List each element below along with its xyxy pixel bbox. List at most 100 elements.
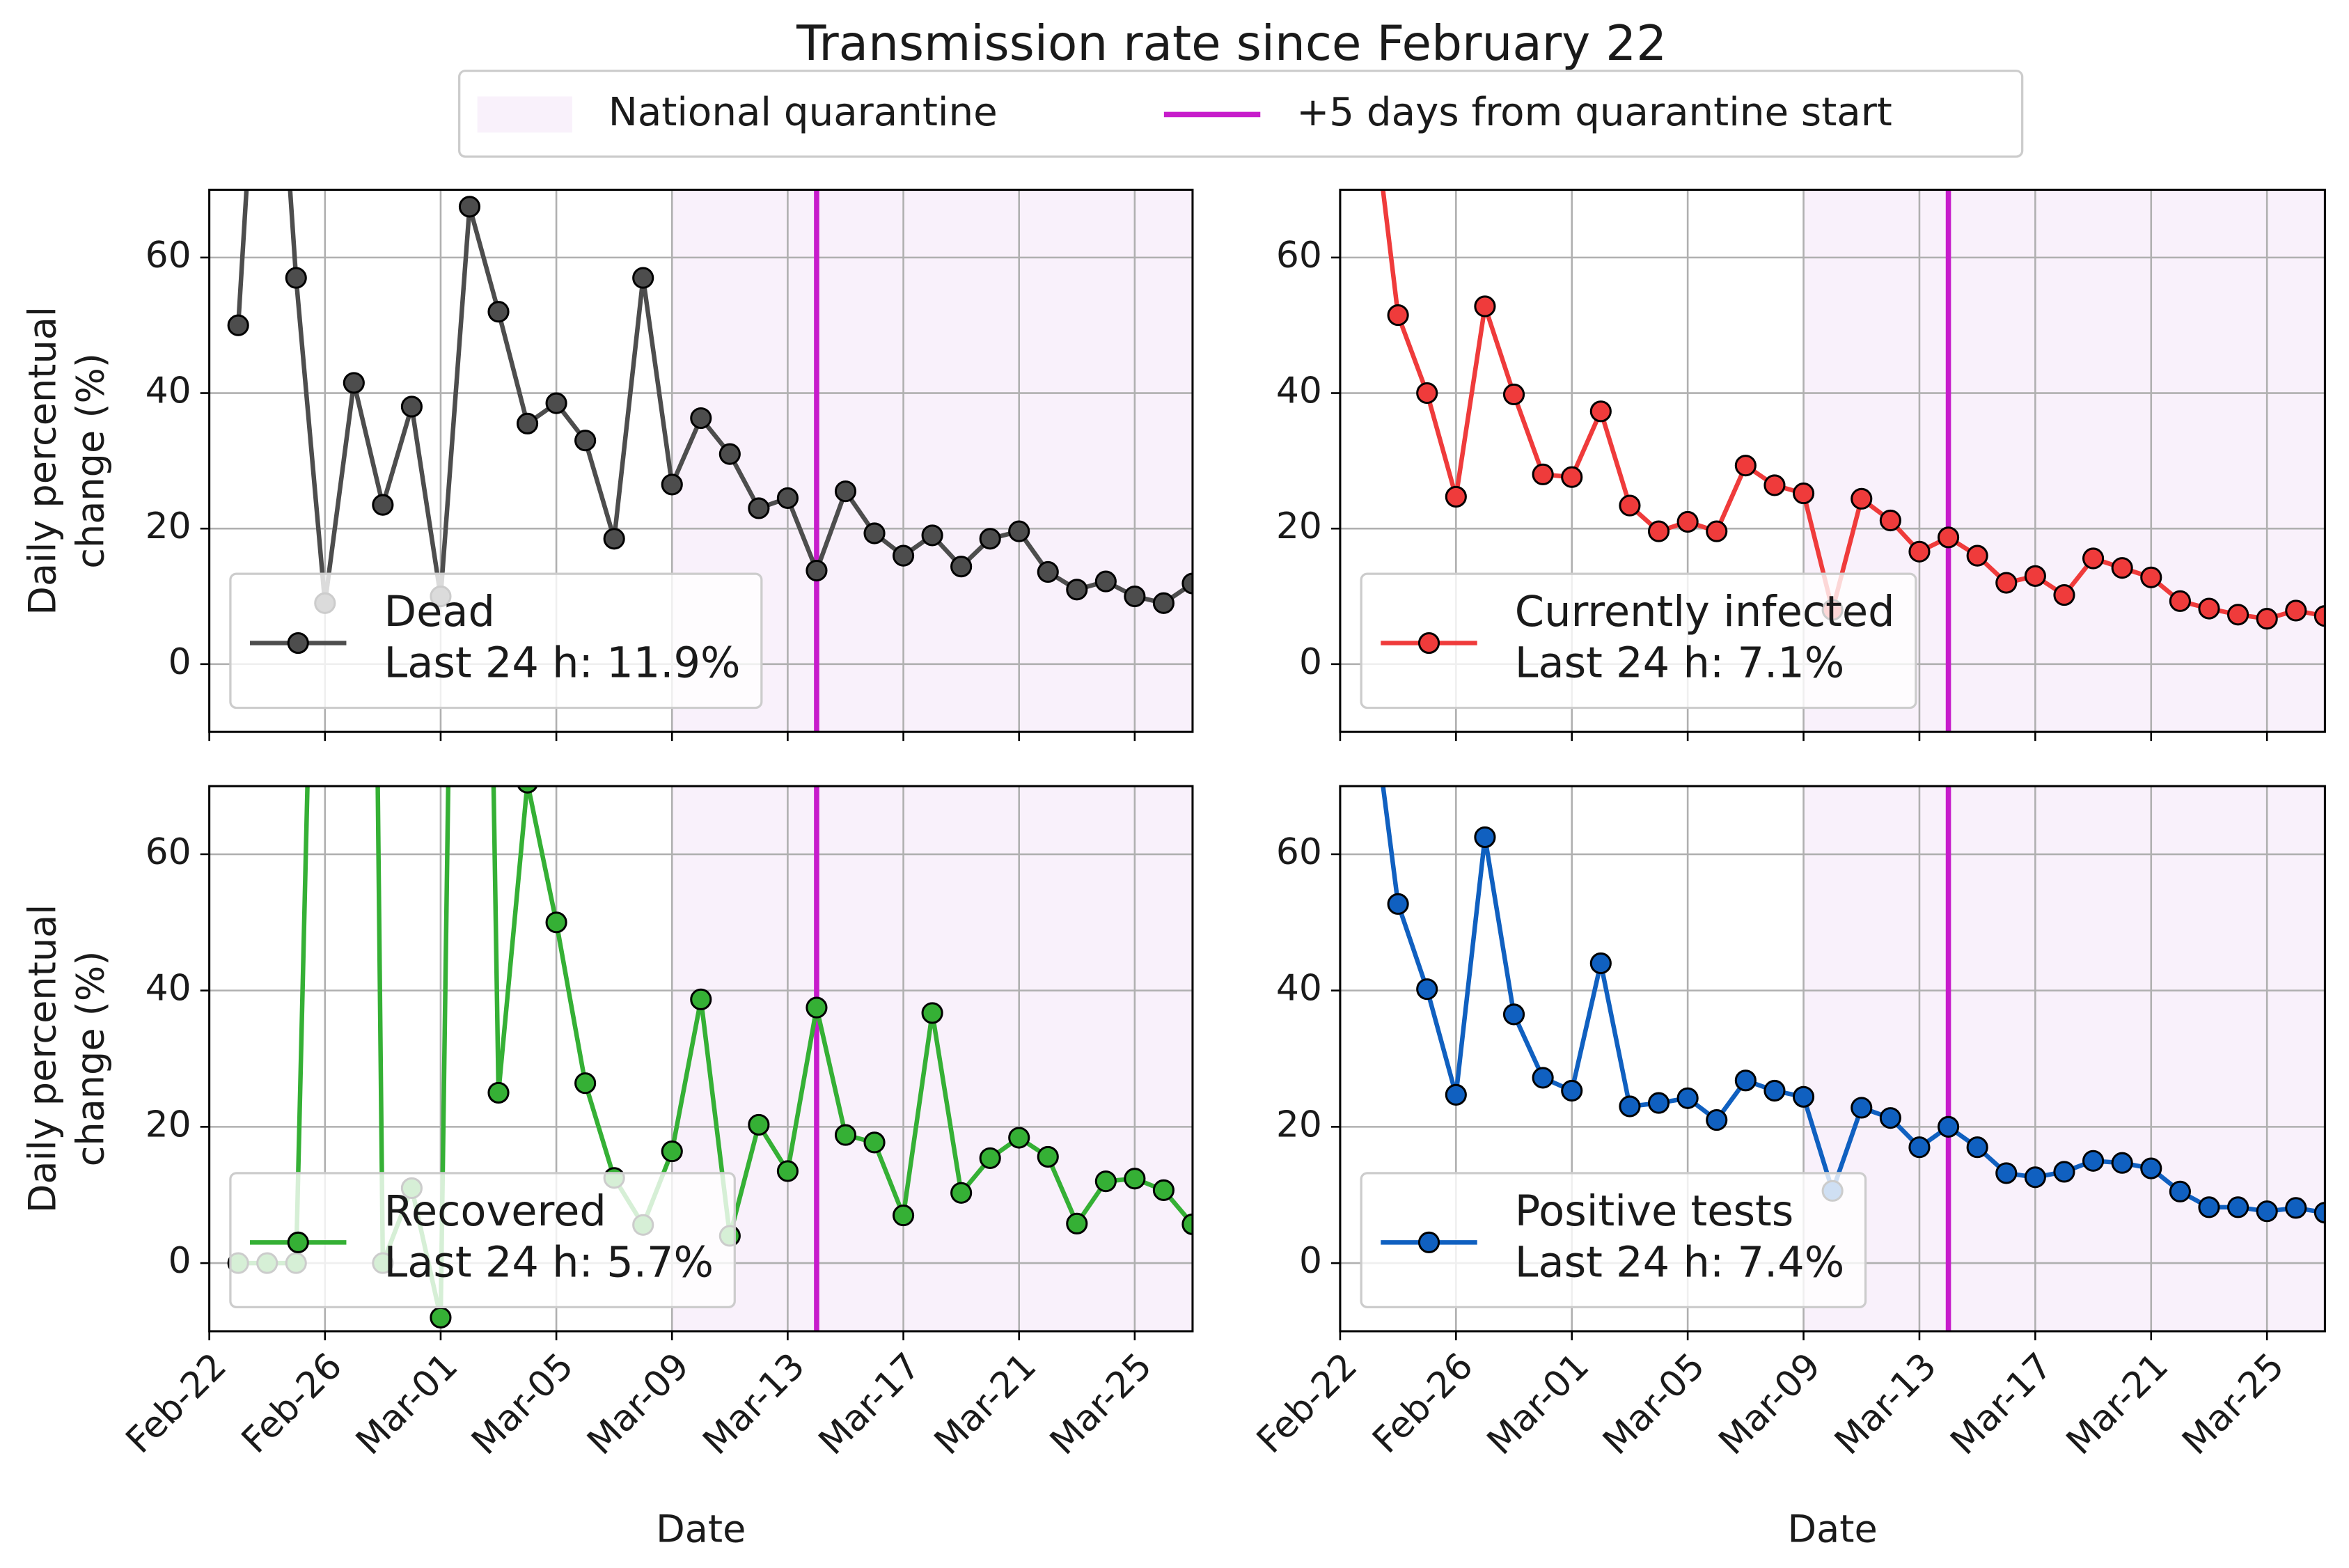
data-point: [285, 267, 307, 289]
data-point: [1181, 572, 1193, 595]
axes-frame: [208, 785, 1194, 1333]
data-point: [1094, 1170, 1117, 1193]
data-point: [1589, 952, 1612, 975]
y-tick-label: 0: [168, 641, 191, 683]
x-tick-label: Mar-17: [811, 1345, 929, 1463]
data-point: [2024, 1166, 2046, 1189]
data-point: [661, 1140, 683, 1163]
data-point: [632, 267, 654, 289]
data-point: [718, 443, 741, 465]
x-tick-label: Mar-21: [2059, 1345, 2176, 1463]
data-point: [1937, 526, 1960, 549]
legend-note: Last 24 h: 7.4%: [1515, 1238, 1845, 1287]
y-axis-label: Daily percentual: [21, 904, 65, 1213]
data-point: [1502, 383, 1525, 406]
quarantine-span: [1803, 786, 2325, 1331]
data-point: [1734, 1069, 1757, 1092]
data-point: [1066, 579, 1088, 601]
x-tick-label: Mar-01: [1479, 1345, 1597, 1463]
legend-box: [229, 1172, 736, 1308]
figure-title: Transmission rate since February 22: [796, 16, 1667, 72]
legend-note: Last 24 h: 5.7%: [384, 1238, 714, 1287]
data-point: [950, 556, 973, 578]
data-point: [748, 497, 770, 519]
plot-area: [227, 189, 1193, 614]
data-point: [1561, 466, 1583, 488]
x-axis-label: Date: [656, 1507, 746, 1551]
data-point: [517, 786, 538, 794]
x-tick-label: Mar-25: [1042, 1345, 1160, 1463]
y-tick-label: 20: [146, 505, 191, 547]
data-point: [1445, 1083, 1467, 1106]
legend-label: Dead: [384, 588, 495, 636]
data-point: [1066, 1212, 1088, 1234]
data-point: [516, 412, 539, 434]
x-tick-label: Feb-22: [118, 1345, 235, 1461]
plot-area: [1381, 189, 2325, 630]
legend-label: Recovered: [384, 1187, 606, 1236]
legend-label: Currently infected: [1515, 588, 1895, 636]
data-point: [1094, 570, 1117, 593]
legend-marker: [287, 1231, 309, 1253]
data-point: [1152, 1179, 1174, 1201]
data-point: [1966, 544, 1988, 567]
data-point: [806, 559, 828, 582]
data-point: [227, 314, 249, 336]
data-point: [1995, 1162, 2018, 1184]
data-point: [603, 528, 625, 550]
axes-frame: [208, 189, 1194, 733]
data-point: [1416, 382, 1438, 405]
data-point: [2285, 599, 2307, 622]
data-point: [1152, 592, 1174, 614]
data-point: [1474, 826, 1496, 849]
axes-frame: [1339, 189, 2326, 733]
y-tick-label: 40: [146, 968, 191, 1010]
x-tick-label: Mar-05: [464, 1345, 581, 1463]
data-point: [834, 480, 857, 503]
data-point: [776, 487, 799, 509]
x-tick-label: Mar-25: [2174, 1345, 2292, 1463]
data-point: [2313, 605, 2325, 627]
y-tick-label: 60: [146, 235, 191, 276]
x-tick-label: Mar-21: [927, 1345, 1044, 1463]
data-point: [1561, 1079, 1583, 1102]
x-tick-label: Mar-13: [1827, 1345, 1945, 1463]
data-point: [1908, 540, 1931, 563]
data-point: [1008, 1127, 1030, 1149]
data-point: [834, 1124, 857, 1146]
y-tick-label: 40: [1276, 370, 1322, 412]
data-point: [574, 1072, 597, 1095]
data-point: [2169, 1180, 2191, 1202]
legend-box: [1360, 1172, 1867, 1308]
y-tick-label: 40: [146, 370, 191, 412]
data-point: [863, 522, 886, 544]
plot-area: [1381, 786, 2325, 1224]
series-line: [235, 189, 1193, 606]
x-tick-label: Mar-09: [1711, 1345, 1829, 1463]
data-point: [2053, 1161, 2075, 1183]
data-point: [1763, 1079, 1786, 1102]
data-point: [1387, 304, 1409, 327]
legend-marker: [1417, 1231, 1440, 1253]
y-tick-label: 40: [1276, 968, 1322, 1010]
data-point: [1676, 1087, 1699, 1109]
data-point: [1908, 1136, 1931, 1159]
data-point: [1706, 1109, 1728, 1131]
data-point: [1792, 1085, 1815, 1108]
legend-note: Last 24 h: 7.1%: [1515, 639, 1845, 688]
legend-marker: [1417, 632, 1440, 654]
y-tick-label: 60: [146, 831, 191, 873]
data-point: [458, 196, 481, 218]
x-axis-label: Date: [1788, 1507, 1878, 1551]
data-point: [979, 528, 1001, 550]
data-point: [2024, 565, 2046, 587]
y-axis-label: change (%): [69, 951, 113, 1167]
data-point: [1879, 1107, 1901, 1129]
